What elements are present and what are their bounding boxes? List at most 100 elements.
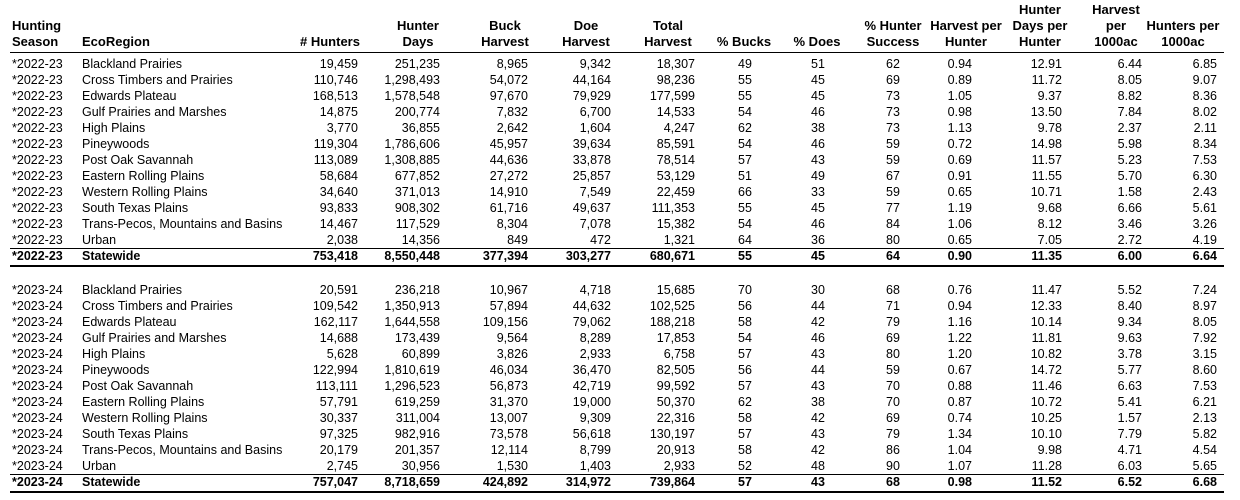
table-cell: 42 <box>811 315 825 329</box>
table-cell: 1,350,913 <box>384 299 440 313</box>
table-cell: 109,156 <box>482 315 528 329</box>
header-rule <box>10 52 1224 53</box>
table-cell: 22,459 <box>656 185 695 199</box>
table-cell: 9.37 <box>1037 89 1062 103</box>
table-cell: 130,197 <box>649 427 695 441</box>
table-cell: 2.72 <box>1117 233 1142 247</box>
table-cell: 68 <box>886 283 900 297</box>
table-cell: 5.82 <box>1192 427 1217 441</box>
table-cell: 0.76 <box>947 283 972 297</box>
table-cell: 1,810,619 <box>384 363 440 377</box>
table-cell: *2023-24 <box>12 443 63 457</box>
table-cell: 55 <box>738 89 752 103</box>
table-cell: 1,403 <box>579 459 611 473</box>
table-cell: 162,117 <box>313 315 358 329</box>
table-cell: 49 <box>811 169 825 183</box>
column-header: % Does <box>793 34 841 49</box>
section-bottom-rule <box>10 265 1224 267</box>
table-cell: Eastern Rolling Plains <box>82 395 205 409</box>
total-cell: 377,394 <box>482 249 528 263</box>
table-cell: 9.34 <box>1117 315 1142 329</box>
table-cell: 0.91 <box>947 169 972 183</box>
table-cell: High Plains <box>82 121 146 135</box>
table-cell: 8.36 <box>1192 89 1217 103</box>
total-cell: 757,047 <box>312 475 358 489</box>
table-cell: 14,533 <box>656 105 695 119</box>
table-cell: 59 <box>886 363 900 377</box>
column-header: Buck Harvest <box>481 18 529 49</box>
table-cell: *2022-23 <box>12 89 63 103</box>
table-cell: Urban <box>82 233 117 247</box>
table-cell: 42 <box>811 411 825 425</box>
table-cell: 7.53 <box>1192 153 1217 167</box>
table-cell: 79 <box>886 315 900 329</box>
table-cell: 4.71 <box>1117 443 1142 457</box>
table-cell: 38 <box>811 121 825 135</box>
table-cell: 1,296,523 <box>384 379 440 393</box>
table-cell: Trans-Pecos, Mountains and Basins <box>82 217 283 231</box>
total-cell: *2023-24 <box>12 475 63 489</box>
table-cell: 472 <box>590 233 611 247</box>
table-cell: 34,640 <box>319 185 358 199</box>
table-cell: 1,321 <box>663 233 695 247</box>
table-cell: 201,357 <box>394 443 440 457</box>
table-cell: 5.70 <box>1117 169 1142 183</box>
table-cell: 8.34 <box>1192 137 1217 151</box>
table-cell: 45 <box>811 201 825 215</box>
table-cell: 188,218 <box>649 315 695 329</box>
table-cell: Cross Timbers and Prairies <box>82 299 233 313</box>
table-cell: 31,370 <box>489 395 528 409</box>
table-cell: 70 <box>886 379 900 393</box>
table-cell: 25,857 <box>572 169 611 183</box>
table-cell: 59 <box>886 137 900 151</box>
table-cell: 2.13 <box>1192 411 1217 425</box>
table-cell: 9.98 <box>1037 443 1062 457</box>
table-cell: Edwards Plateau <box>82 315 177 329</box>
table-cell: 38 <box>811 395 825 409</box>
total-cell: 6.52 <box>1117 475 1142 489</box>
table-cell: 22,316 <box>656 411 695 425</box>
table-cell: 8,965 <box>496 57 528 71</box>
table-cell: 8.40 <box>1117 299 1142 313</box>
table-cell: 2,933 <box>579 347 611 361</box>
table-cell: 7.05 <box>1037 233 1062 247</box>
table-cell: 8.05 <box>1117 73 1142 87</box>
table-cell: 57 <box>738 153 752 167</box>
table-cell: 73 <box>886 105 900 119</box>
table-cell: 53,129 <box>656 169 695 183</box>
table-cell: 44,164 <box>572 73 611 87</box>
table-cell: 11.28 <box>1031 459 1062 473</box>
table-cell: 73,578 <box>489 427 528 441</box>
column-header: % Bucks <box>716 34 772 49</box>
table-cell: 54 <box>738 331 752 345</box>
table-cell: *2023-24 <box>12 411 63 425</box>
table-cell: 1,644,558 <box>384 315 440 329</box>
table-cell: 82,505 <box>656 363 695 377</box>
table-cell: 58 <box>738 315 752 329</box>
table-cell: 0.69 <box>947 153 972 167</box>
table-cell: 20,179 <box>319 443 358 457</box>
table-cell: 7,549 <box>579 185 611 199</box>
column-header: EcoRegion <box>82 34 150 49</box>
table-cell: 2,933 <box>663 459 695 473</box>
table-cell: 119,304 <box>313 137 358 151</box>
table-cell: 57 <box>738 379 752 393</box>
table-cell: 30 <box>811 283 825 297</box>
table-cell: 10.72 <box>1030 395 1062 409</box>
table-cell: 56 <box>738 299 752 313</box>
table-cell: 7.84 <box>1117 105 1142 119</box>
table-cell: 55 <box>738 201 752 215</box>
table-cell: 39,634 <box>572 137 611 151</box>
table-cell: 2.43 <box>1192 185 1217 199</box>
table-cell: 4.19 <box>1192 233 1217 247</box>
table-cell: 30,337 <box>319 411 358 425</box>
table-cell: 5.98 <box>1117 137 1142 151</box>
section-bottom-rule <box>10 491 1224 493</box>
table-cell: 9.07 <box>1192 73 1217 87</box>
table-cell: 113,089 <box>313 153 358 167</box>
table-cell: 84 <box>886 217 900 231</box>
table-cell: 1,530 <box>496 459 528 473</box>
table-cell: 80 <box>886 347 900 361</box>
table-cell: 251,235 <box>394 57 440 71</box>
table-cell: 0.88 <box>947 379 972 393</box>
